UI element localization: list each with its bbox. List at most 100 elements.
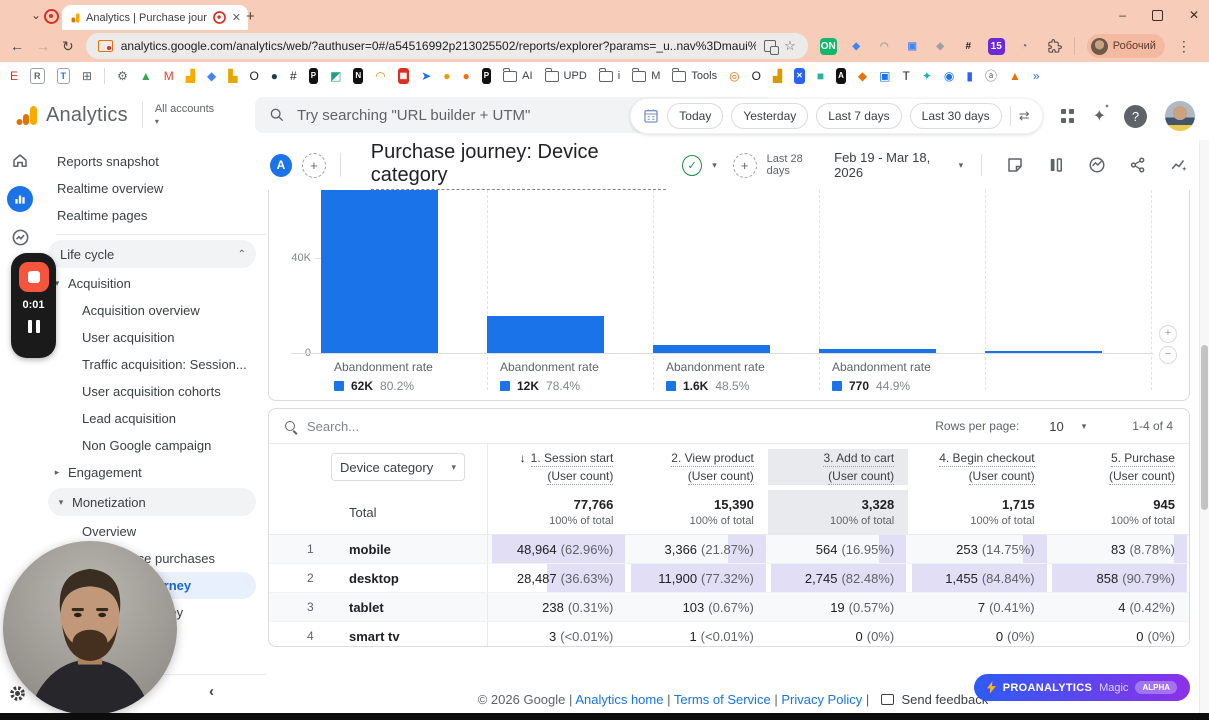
reports-icon[interactable] — [7, 186, 33, 212]
back-button[interactable]: ← — [10, 38, 24, 54]
sidebar-item-user-acquisition-cohorts[interactable]: User acquisition cohorts — [82, 384, 221, 399]
dimension-select[interactable]: Device category ▾ — [331, 453, 465, 481]
compare-dates-icon[interactable]: ⇄ — [1018, 108, 1030, 123]
bookmark-34[interactable]: ◆ — [857, 69, 868, 83]
browser-menu-icon[interactable]: ⋮ — [1176, 37, 1191, 54]
new-tab-button[interactable]: + — [246, 8, 255, 25]
bookmark-32[interactable]: ■ — [816, 69, 825, 83]
bookmark-folder-i[interactable]: i — [598, 67, 620, 82]
bookmark-28[interactable]: ◎ — [729, 69, 740, 83]
sidebar-item-non-google-campaign[interactable]: Non Google campaign — [82, 438, 212, 453]
sidebar-item-realtime-overview[interactable]: Realtime overview — [57, 181, 164, 196]
bookmark-8[interactable]: ▟ — [185, 69, 195, 83]
sidebar-item-life-cycle[interactable]: Life cycle ⌃ — [48, 240, 256, 268]
reload-button[interactable]: ↻ — [62, 37, 74, 54]
footer-link-privacy[interactable]: Privacy Policy — [781, 692, 863, 707]
google-apps-icon[interactable] — [1060, 109, 1075, 123]
help-button[interactable]: ? — [1124, 104, 1147, 128]
bookmark-folder-ai[interactable]: AI — [503, 67, 533, 82]
funnel-bar-3-add-to-cart[interactable] — [653, 345, 770, 353]
bookmark-0[interactable]: E — [10, 69, 19, 83]
rows-per-page-caret-icon[interactable]: ▾ — [1081, 420, 1087, 431]
date-button-last-7-days[interactable]: Last 7 days — [816, 103, 902, 129]
column-header-2-view-product[interactable]: 2. View product (User count) — [671, 451, 754, 485]
column-header-3-add-to-cart[interactable]: 3. Add to cart (User count) — [767, 449, 909, 485]
add-report-button[interactable]: + — [732, 152, 757, 178]
advertising-icon[interactable] — [7, 224, 33, 250]
page-scrollbar[interactable] — [1199, 140, 1209, 713]
bookmark-13[interactable]: # — [290, 69, 297, 83]
extension-icon-3[interactable]: ▣ — [907, 40, 917, 52]
translate-icon[interactable] — [764, 40, 780, 55]
bookmark-20[interactable]: ● — [443, 69, 451, 83]
notes-icon[interactable] — [1006, 156, 1024, 174]
funnel-bar-1-session-start[interactable] — [321, 190, 438, 353]
browser-tab[interactable]: Analytics | Purchase journe ✕ — [62, 5, 248, 30]
gemini-sparkle-icon[interactable]: ✦ — [1092, 108, 1106, 125]
extension-icon-2[interactable]: ◠ — [879, 40, 889, 52]
bookmark-1[interactable]: R — [30, 68, 45, 84]
insights-icon[interactable] — [1088, 156, 1106, 174]
bookmark-33[interactable]: A — [836, 68, 846, 84]
bookmark-star-icon[interactable]: ☆ — [784, 38, 796, 53]
bookmark-7[interactable]: M — [163, 69, 174, 83]
bookmark-29[interactable]: O — [751, 69, 761, 83]
webcam-overlay[interactable] — [3, 541, 177, 715]
sidebar-item-engagement[interactable]: ▸ Engagement — [40, 459, 266, 486]
user-avatar[interactable] — [1165, 101, 1195, 131]
date-range-caret-icon[interactable]: ▾ — [958, 159, 964, 170]
collaborator-avatar[interactable]: A — [270, 153, 292, 177]
sidebar-item-realtime-pages[interactable]: Realtime pages — [57, 208, 148, 223]
bookmark-22[interactable]: P — [481, 68, 492, 84]
chevron-down-icon[interactable]: ▾ — [58, 496, 64, 507]
bookmark-folder-tools[interactable]: Tools — [672, 67, 717, 82]
date-button-last-30-days[interactable]: Last 30 days — [909, 103, 1002, 129]
chevron-down-icon[interactable]: ▾ — [54, 278, 60, 288]
address-bar[interactable]: analytics.google.com/analytics/web/?auth… — [85, 33, 808, 59]
sidebar-item-overview[interactable]: Overview — [82, 524, 137, 539]
saved-check-caret-icon[interactable]: ▾ — [712, 159, 717, 170]
bookmark-9[interactable]: ◆ — [206, 69, 217, 83]
add-collaborator-button[interactable]: + — [301, 152, 326, 178]
tab-search-chevron-icon[interactable]: ⌄ — [30, 8, 42, 22]
extension-icon-7[interactable]: ◔ — [1021, 40, 1028, 52]
collapse-sidebar-icon[interactable]: ‹ — [209, 683, 214, 700]
chart-zoom-in-button[interactable]: + — [1159, 325, 1177, 343]
bookmark-11[interactable]: O — [249, 69, 259, 83]
funnel-bar-2-view-product[interactable] — [487, 316, 604, 353]
sidebar-item-reports-snapshot[interactable]: Reports snapshot — [57, 154, 159, 169]
column-header-4-begin-checkout[interactable]: 4. Begin checkout (User count) — [939, 451, 1035, 485]
extension-icon-5[interactable]: # — [965, 40, 972, 52]
bookmark-31[interactable]: ✕ — [794, 68, 805, 84]
bookmark-39[interactable]: ▮ — [966, 69, 973, 83]
table-row-smart-tv[interactable]: 4 smart tv 3 (<0.01%) 1 (<0.01%) 0 (0%) 0 (0%) 0 (0… — [269, 622, 1189, 646]
saved-check-icon[interactable]: ✓ — [682, 154, 703, 176]
table-row-desktop[interactable]: 2 desktop 28,487 (36.63%) 11,900 (77.32%) 2,74… — [269, 564, 1189, 593]
table-row-tablet[interactable]: 3 tablet 238 (0.31%) 103 (0.67%) 19 (0.57%) 7 (0.… — [269, 593, 1189, 622]
window-close-button[interactable]: ✕ — [1188, 8, 1199, 22]
browser-profile-chip[interactable]: Робочий — [1086, 34, 1165, 58]
bookmark-15[interactable]: ◩ — [330, 69, 342, 83]
tab-close-icon[interactable]: ✕ — [231, 12, 241, 24]
chart-zoom-out-button[interactable]: − — [1159, 346, 1177, 364]
bookmark-16[interactable]: N — [353, 68, 364, 84]
funnel-bar-5-purchase[interactable] — [985, 350, 1102, 353]
bookmark-19[interactable]: ➤ — [421, 69, 432, 83]
account-picker[interactable]: All accounts ▾ — [155, 104, 214, 126]
bookmark-36[interactable]: T — [902, 69, 910, 83]
column-header-5-purchase[interactable]: 5. Purchase (User count) — [1108, 451, 1175, 485]
bookmark-12[interactable]: ● — [270, 69, 279, 83]
date-button-today[interactable]: Today — [667, 103, 724, 129]
forward-button[interactable]: → — [36, 38, 50, 54]
column-header-1-session-start[interactable]: ↓ 1. Session start (User count) — [487, 444, 627, 490]
table-row-mobile[interactable]: 1 mobile 48,964 (62.96%) 3,366 (21.87%) 564 (16… — [269, 535, 1189, 564]
recorder-settings-gear-icon[interactable] — [8, 684, 27, 708]
bookmark-40[interactable]: ⓐ — [984, 69, 997, 83]
proanalytics-magic-badge[interactable]: PROANALYTICS Magic ALPHA — [973, 674, 1190, 701]
chevron-right-icon[interactable]: ▸ — [54, 467, 60, 477]
bookmark-17[interactable]: ◠ — [375, 69, 386, 83]
sidebar-item-monetization[interactable]: ▾ Monetization — [48, 488, 256, 516]
bookmark-folder-upd[interactable]: UPD — [544, 67, 587, 82]
send-feedback-link[interactable]: Send feedback — [901, 692, 989, 707]
date-button-yesterday[interactable]: Yesterday — [731, 103, 809, 129]
